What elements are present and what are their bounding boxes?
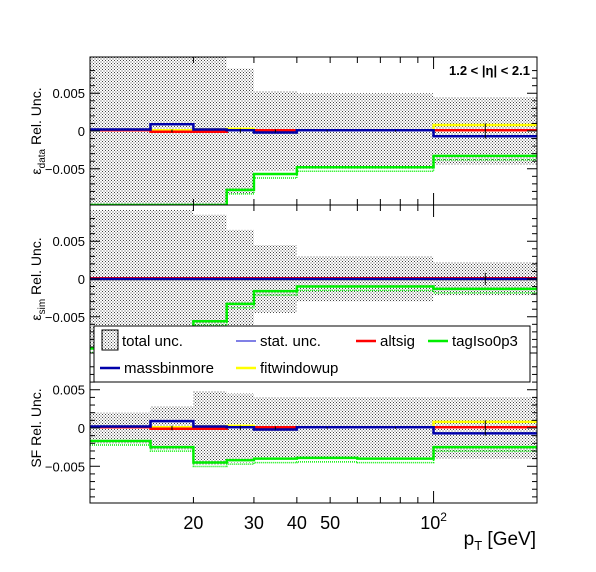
y-tick-label: −0.005 bbox=[45, 459, 85, 474]
series-massbinmore-line bbox=[90, 419, 537, 435]
legend-label-altsig: altsig bbox=[380, 333, 415, 350]
x-axis-labels: 20 30 40 50 102 bbox=[183, 510, 447, 533]
x-tick-label: 40 bbox=[287, 513, 307, 533]
legend-label-total: total unc. bbox=[122, 333, 183, 350]
series-tagIso0p3-line bbox=[90, 154, 537, 205]
y-tick-label: −0.005 bbox=[45, 310, 85, 325]
region-label: 1.2 < |η| < 2.1 bbox=[449, 63, 530, 78]
y-tick-label: 0 bbox=[78, 272, 85, 287]
legend-label-fitwindowup: fitwindowup bbox=[260, 360, 338, 377]
y-tick-label: 0.005 bbox=[52, 86, 85, 101]
series-massbinmore-line bbox=[90, 122, 537, 138]
y-axis-title-sf: SF Rel. Unc. bbox=[28, 388, 44, 467]
x-tick-label: 30 bbox=[244, 513, 264, 533]
y-tick-label: 0 bbox=[78, 421, 85, 436]
y-axis-title-data: εdata Rel. Unc. bbox=[28, 87, 48, 174]
x-tick-label: 20 bbox=[183, 513, 203, 533]
legend-box bbox=[93, 325, 531, 383]
legend-swatch-total bbox=[101, 329, 119, 351]
series-tagiso-syst-edge bbox=[225, 159, 537, 205]
legend-label-massbinmore: massbinmore bbox=[124, 360, 214, 377]
y-axis-title-sim: εsim Rel. Unc. bbox=[28, 237, 48, 320]
series-tagiso-syst-edge bbox=[90, 289, 537, 353]
y-tick-label: 0.005 bbox=[52, 383, 85, 398]
y-tick-label: −0.005 bbox=[45, 162, 85, 177]
legend-label-stat: stat. unc. bbox=[260, 333, 321, 350]
x-tick-label: 102 bbox=[420, 510, 447, 533]
legend-label-tagiso: tagIso0p3 bbox=[452, 333, 518, 350]
y-tick-label: 0 bbox=[78, 124, 85, 139]
panel-sf-plot bbox=[90, 391, 537, 468]
x-tick-label: 50 bbox=[320, 513, 340, 533]
panel-data-plot bbox=[90, 57, 537, 205]
series-tagIso0p3-line bbox=[90, 439, 537, 464]
x-axis-title: pT [GeV] bbox=[464, 529, 536, 553]
legend: total unc. stat. unc. altsig tagIso0p3 m… bbox=[93, 325, 531, 383]
y-tick-label: 0.005 bbox=[52, 234, 85, 249]
series-tagiso-syst-edge bbox=[90, 444, 537, 468]
